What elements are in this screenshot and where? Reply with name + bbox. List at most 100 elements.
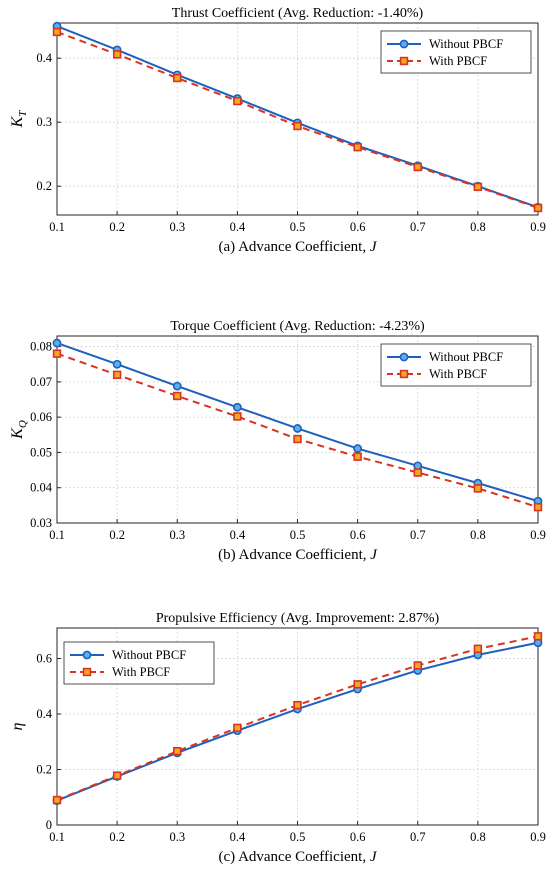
data-point-with-pbcf — [233, 723, 242, 733]
x-axis-label-text: (a) Advance Coefficient, — [219, 239, 370, 255]
y-axis-label-sub: T — [17, 110, 29, 117]
chart-panel-2: 0.1 0.2 0.3 0.4 0.5 0.6 0.7 0.8 0.9 0.03 0.04 0.05 0… — [9, 319, 546, 563]
data-point-with-pbcf — [473, 644, 483, 654]
x-axis-label: (b) Advance Coefficient, J — [218, 547, 378, 563]
data-point-with-pbcf — [173, 391, 182, 401]
data-point-with-pbcf — [533, 632, 543, 641]
data-point-with-pbcf — [233, 412, 242, 421]
data-point-without-pbcf — [232, 402, 242, 412]
data-point-with-pbcf — [293, 700, 302, 710]
x-tick-label: 0.1 — [49, 528, 65, 542]
x-axis-label-var: J — [370, 239, 378, 255]
x-tick-label: 0.3 — [169, 528, 185, 542]
x-tick-label: 0.9 — [530, 220, 546, 234]
chart-title: Propulsive Efficiency (Avg. Improvement:… — [156, 611, 440, 626]
y-axis-label-main: K — [9, 427, 26, 440]
data-point-with-pbcf — [233, 96, 242, 106]
x-tick-label: 0.1 — [49, 220, 65, 234]
legend-label: Without PBCF — [429, 37, 503, 51]
x-tick-label: 0.8 — [470, 830, 486, 844]
x-tick-label: 0.6 — [350, 830, 366, 844]
chart-title: Torque Coefficient (Avg. Reduction: -4.2… — [170, 319, 425, 334]
legend-box — [63, 641, 215, 685]
x-tick-label: 0.4 — [230, 220, 246, 234]
y-tick-label: 0.06 — [30, 410, 52, 424]
data-point-with-pbcf — [173, 746, 182, 756]
y-axis-label-main: η — [9, 722, 26, 730]
x-tick-label: 0.2 — [109, 220, 125, 234]
y-axis-label: KQ — [9, 420, 29, 440]
x-tick-label: 0.2 — [109, 528, 125, 542]
x-tick-label: 0.7 — [410, 220, 426, 234]
legend-swatch-marker — [82, 667, 92, 677]
data-point-with-pbcf — [52, 27, 62, 37]
legend: Without PBCF With PBCF — [63, 641, 215, 685]
legend-label: Without PBCF — [429, 350, 503, 364]
data-point-with-pbcf — [473, 182, 483, 192]
y-tick-label: 0.4 — [36, 51, 52, 65]
x-tick-label: 0.4 — [230, 528, 246, 542]
data-point-with-pbcf — [112, 370, 122, 380]
legend-swatch-marker — [399, 39, 409, 49]
x-tick-label: 0.8 — [470, 220, 486, 234]
x-tick-label: 0.6 — [350, 528, 366, 542]
legend-label: With PBCF — [429, 54, 487, 68]
y-tick-label: 0.03 — [30, 516, 52, 530]
x-tick-label: 0.5 — [290, 830, 306, 844]
data-point-with-pbcf — [353, 142, 362, 152]
y-tick-label: 0.2 — [36, 179, 52, 193]
data-point-with-pbcf — [353, 452, 362, 461]
legend-box — [380, 343, 532, 387]
data-point-with-pbcf — [173, 73, 182, 83]
y-axis-label: η — [9, 722, 26, 730]
data-point-without-pbcf — [112, 359, 122, 369]
y-axis-label-sub: Q — [17, 420, 29, 428]
data-point-with-pbcf — [413, 162, 422, 172]
data-point-with-pbcf — [52, 795, 62, 805]
data-point-with-pbcf — [293, 434, 302, 444]
x-tick-label: 0.6 — [350, 220, 366, 234]
x-tick-label: 0.2 — [109, 830, 125, 844]
data-point-with-pbcf — [533, 502, 543, 512]
legend-label: Without PBCF — [112, 648, 186, 662]
y-tick-label: 0 — [46, 818, 52, 832]
x-tick-label: 0.1 — [49, 830, 65, 844]
data-point-without-pbcf — [172, 381, 182, 391]
data-point-with-pbcf — [533, 203, 543, 213]
x-tick-label: 0.4 — [230, 830, 246, 844]
x-tick-label: 0.3 — [169, 830, 185, 844]
x-axis-label-text: (c) Advance Coefficient, — [219, 849, 370, 865]
data-point-without-pbcf — [353, 444, 363, 453]
legend-label: With PBCF — [429, 367, 487, 381]
y-tick-label: 0.3 — [36, 115, 52, 129]
y-tick-label: 0.07 — [30, 375, 52, 389]
x-tick-label: 0.3 — [169, 220, 185, 234]
legend-swatch-marker — [399, 352, 409, 362]
y-tick-label: 0.4 — [36, 707, 52, 721]
x-tick-label: 0.5 — [290, 528, 306, 542]
y-tick-label: 0.08 — [30, 340, 52, 354]
x-tick-label: 0.5 — [290, 220, 306, 234]
x-axis-label-text: (b) Advance Coefficient, — [218, 547, 370, 563]
x-axis-label-var: J — [370, 547, 378, 563]
y-axis-label: KT — [9, 110, 29, 129]
x-tick-label: 0.7 — [410, 830, 426, 844]
chart-panel-3: 0.1 0.2 0.3 0.4 0.5 0.6 0.7 0.8 0.9 0 0.2 0.4 0.6 Pro… — [9, 611, 546, 865]
legend-label: With PBCF — [112, 665, 170, 679]
data-point-with-pbcf — [112, 50, 122, 59]
data-point-with-pbcf — [293, 121, 302, 131]
data-point-without-pbcf — [52, 338, 62, 348]
legend: Without PBCF With PBCF — [380, 343, 532, 387]
x-axis-label-var: J — [370, 849, 378, 865]
data-point-with-pbcf — [52, 349, 62, 358]
y-axis-label-main: K — [9, 115, 26, 128]
chart-title: Thrust Coefficient (Avg. Reduction: -1.4… — [172, 6, 424, 21]
y-tick-label: 0.2 — [36, 763, 52, 777]
data-point-with-pbcf — [112, 771, 122, 780]
chart-panel-1: 0.1 0.2 0.3 0.4 0.5 0.6 0.7 0.8 0.9 0.2 0.3 0.4 Thru… — [9, 6, 546, 255]
legend-swatch-marker — [399, 369, 409, 379]
x-tick-label: 0.9 — [530, 528, 546, 542]
y-tick-label: 0.05 — [30, 445, 52, 459]
y-tick-label: 0.6 — [36, 652, 52, 666]
